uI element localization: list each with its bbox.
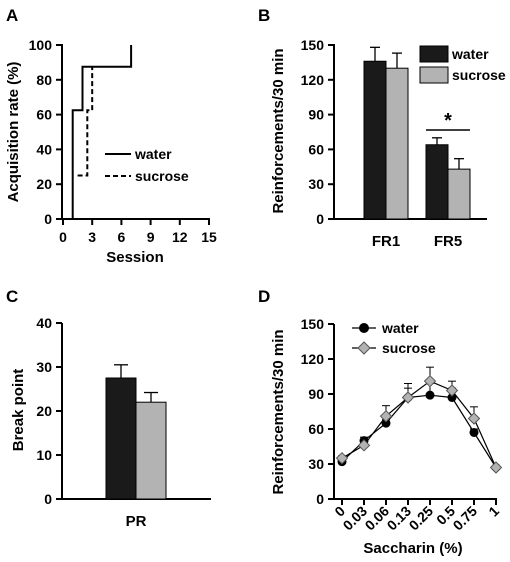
chart-b-category-label: FR1 bbox=[372, 233, 400, 250]
legend-b-sucrose-swatch bbox=[419, 66, 449, 84]
chart-b: 0 30 60 90 120 150 FR1 FR5 * Reinforcements/30… bbox=[270, 37, 506, 250]
chart-b-y-tick-label: 30 bbox=[308, 176, 324, 192]
chart-d-y-tick-label: 60 bbox=[308, 421, 324, 437]
panel-letter-c: C bbox=[6, 287, 18, 306]
chart-d-x-title: Saccharin (%) bbox=[363, 540, 462, 557]
chart-d-point-sucrose bbox=[489, 461, 503, 474]
chart-c-y-tick-label: 30 bbox=[36, 359, 52, 375]
panel-letter-a: A bbox=[6, 6, 18, 25]
chart-d-line-sucrose bbox=[341, 380, 497, 468]
chart-d-point-sucrose bbox=[401, 391, 415, 404]
legend-a-sucrose-label: sucrose bbox=[135, 168, 189, 184]
legend-d-water-label: water bbox=[381, 320, 419, 336]
chart-a-y-tick-label: 100 bbox=[29, 37, 53, 53]
chart-c-y-title: Break point bbox=[10, 369, 27, 452]
chart-d-y-tick-label: 30 bbox=[308, 456, 324, 472]
chart-a: 0 3 6 9 12 15 0 20 40 60 80 100 Session Acquisition… bbox=[5, 37, 217, 266]
chart-a-x-tick-label: 0 bbox=[59, 229, 67, 245]
legend-b-water-swatch bbox=[419, 45, 449, 63]
chart-d-x-tick-label: 0.25 bbox=[406, 503, 437, 534]
chart-d-point-water bbox=[447, 393, 457, 402]
chart-b-y-tick-label: 0 bbox=[316, 211, 324, 227]
panel-letter-d: D bbox=[258, 287, 270, 306]
chart-c-y-tick-label: 10 bbox=[36, 447, 52, 463]
chart-d-point-sucrose bbox=[445, 384, 459, 397]
legend-d-sucrose-marker bbox=[357, 341, 371, 355]
chart-a-x-tick-label: 12 bbox=[172, 229, 188, 245]
chart-c-y-tick-label: 20 bbox=[36, 403, 52, 419]
chart-a-x-tick-label: 9 bbox=[147, 229, 155, 245]
chart-b-bar-water bbox=[425, 144, 449, 220]
chart-d-point-sucrose bbox=[335, 451, 349, 465]
chart-b-category-label: FR5 bbox=[434, 233, 462, 250]
chart-a-series-sucrose bbox=[77, 66, 94, 177]
significance-star: * bbox=[444, 110, 452, 132]
chart-c-bar-1 bbox=[135, 401, 167, 500]
chart-c-bar-0 bbox=[105, 377, 137, 500]
chart-d-point-sucrose bbox=[467, 412, 481, 425]
chart-d-point-sucrose bbox=[357, 439, 371, 452]
chart-c-y-tick-label: 40 bbox=[36, 315, 52, 331]
chart-d-y-tick-label: 90 bbox=[308, 386, 324, 402]
chart-d-y-title: Reinforcements/30 min bbox=[270, 329, 287, 494]
chart-d-y-tick-label: 120 bbox=[301, 351, 325, 367]
chart-d-point-water bbox=[469, 428, 479, 437]
chart-d-point-sucrose bbox=[379, 409, 393, 423]
chart-a-y-tick-label: 0 bbox=[44, 211, 52, 227]
legend-d-sucrose-label: sucrose bbox=[382, 340, 436, 356]
chart-b-y-tick-label: 90 bbox=[308, 107, 324, 123]
chart-d-point-water bbox=[425, 390, 435, 400]
chart-b-y-tick-label: 120 bbox=[301, 72, 325, 88]
chart-d-point-sucrose bbox=[423, 374, 437, 388]
chart-d-x-tick-label: 1 bbox=[485, 503, 502, 520]
chart-c-category-label: PR bbox=[126, 513, 147, 530]
chart-c: 0 10 20 30 40 PR Break point bbox=[10, 315, 211, 530]
chart-d-y-tick-label: 0 bbox=[316, 491, 324, 507]
chart-a-series-water bbox=[71, 45, 133, 219]
chart-b-y-title: Reinforcements/30 min bbox=[270, 48, 287, 213]
chart-a-y-tick-label: 40 bbox=[36, 141, 52, 157]
chart-a-y-title: Acquisition rate (%) bbox=[5, 62, 22, 203]
legend-d-water-marker bbox=[359, 323, 369, 333]
chart-b-bar-water bbox=[363, 60, 387, 220]
chart-a-x-tick-label: 15 bbox=[201, 229, 217, 245]
chart-d-line-water bbox=[341, 394, 497, 468]
chart-b-y-tick-label: 150 bbox=[301, 37, 325, 53]
chart-a-y-tick-label: 20 bbox=[36, 176, 52, 192]
chart-b-y-tick-label: 60 bbox=[308, 141, 324, 157]
legend-b-water-label: water bbox=[451, 46, 489, 62]
chart-c-y-tick-label: 0 bbox=[44, 491, 52, 507]
chart-a-x-tick-label: 6 bbox=[118, 229, 126, 245]
chart-a-x-title: Session bbox=[106, 249, 164, 266]
panel-letter-b: B bbox=[258, 6, 270, 25]
chart-a-y-tick-label: 60 bbox=[36, 107, 52, 123]
chart-b-bar-sucrose bbox=[447, 168, 471, 220]
chart-a-y-tick-label: 80 bbox=[36, 72, 52, 88]
chart-b-bar-sucrose bbox=[385, 67, 409, 220]
legend-a-water-label: water bbox=[134, 146, 172, 162]
chart-a-x-tick-label: 3 bbox=[88, 229, 96, 245]
chart-d-x-tick-label: 0.75 bbox=[450, 503, 481, 534]
chart-d-y-tick-label: 150 bbox=[301, 316, 325, 332]
chart-d-point-water bbox=[381, 418, 391, 428]
legend-b-sucrose-label: sucrose bbox=[452, 67, 506, 83]
